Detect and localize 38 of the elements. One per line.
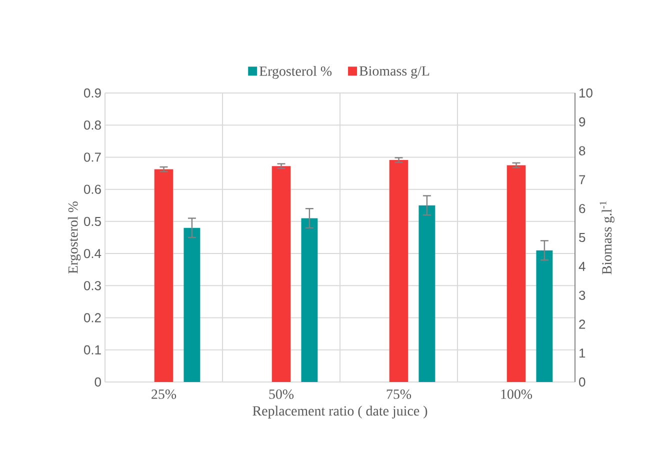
y-axis-title: Ergosterol % xyxy=(68,201,81,274)
y-tick-label: 0.2 xyxy=(84,313,101,322)
y-tick-label: 0.1 xyxy=(84,345,101,354)
y-tick-label: 0.5 xyxy=(84,216,101,226)
bar xyxy=(154,169,174,382)
y-tick-label: 0.3 xyxy=(84,281,101,290)
y2-tick-label: 0 xyxy=(579,377,586,387)
y2-tick-label: 5 xyxy=(579,232,586,242)
y2-tick-label: 10 xyxy=(580,88,592,98)
y2-tick-label: 3 xyxy=(579,290,586,300)
bar xyxy=(272,166,291,382)
x-tick-label: 100% xyxy=(501,390,532,399)
y-tick-label: 0.4 xyxy=(84,248,102,258)
bar xyxy=(184,228,200,382)
bar xyxy=(506,165,526,382)
y2-tick-label: 7 xyxy=(579,175,586,184)
y-tick-label: 0 xyxy=(94,377,101,387)
x-tick-label: 75% xyxy=(386,390,412,399)
legend-label: Biomass g/L xyxy=(359,66,430,79)
bar xyxy=(301,218,318,382)
bar xyxy=(536,250,553,382)
x-axis-title: Replacement ratio ( date juice ) xyxy=(252,406,428,418)
y2-tick-label: 4 xyxy=(578,262,586,271)
y-tick-label: 0.6 xyxy=(84,184,101,194)
y2-tick-label: 8 xyxy=(579,146,586,156)
y2-tick-label: 6 xyxy=(579,204,586,214)
y-tick-label: 0.7 xyxy=(84,152,101,162)
y-tick-label: 0.9 xyxy=(84,88,101,98)
x-tick-label: 25% xyxy=(152,390,176,399)
y2-tick-label: 9 xyxy=(579,117,586,126)
x-tick-label: 50% xyxy=(269,390,294,399)
bar xyxy=(418,205,436,382)
legend-label: Ergosterol % xyxy=(259,66,332,79)
bar xyxy=(389,160,408,382)
y2-axis-title: Biomass g.l$^{-1}$ xyxy=(600,201,614,274)
y2-tick-label: 1 xyxy=(580,348,586,358)
y-tick-label: 0.8 xyxy=(84,120,101,130)
y2-tick-label: 2 xyxy=(579,320,586,329)
